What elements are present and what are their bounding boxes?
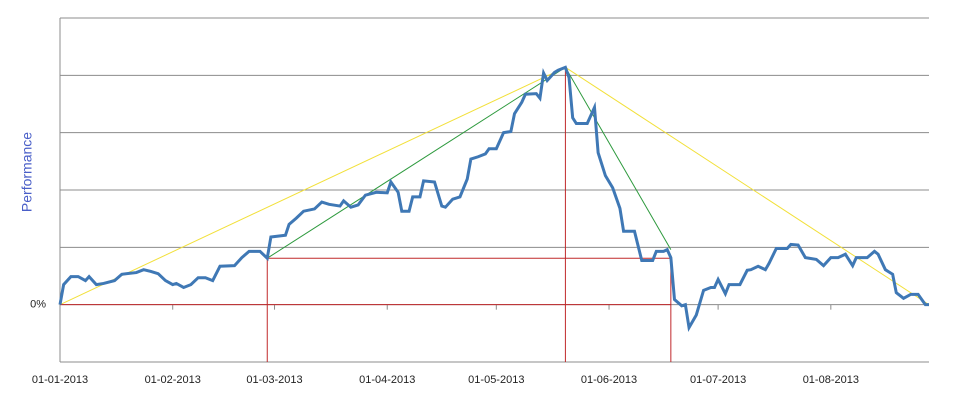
x-tick-label: 01-08-2013 (803, 374, 859, 386)
x-tick-label: 01-03-2013 (246, 374, 302, 386)
x-tick-label: 01-04-2013 (359, 374, 415, 386)
x-tick-label: 01-05-2013 (468, 374, 524, 386)
reference-line (59, 66, 930, 306)
x-tick-label: 01-01-2013 (32, 374, 88, 386)
x-tick-label: 01-06-2013 (581, 374, 637, 386)
x-tick-label: 01-02-2013 (145, 374, 201, 386)
y-tick-label: 0% (30, 299, 46, 311)
data-line (58, 65, 929, 333)
y-axis-title: Performance (19, 132, 35, 212)
x-tick-label: 01-07-2013 (690, 374, 746, 386)
